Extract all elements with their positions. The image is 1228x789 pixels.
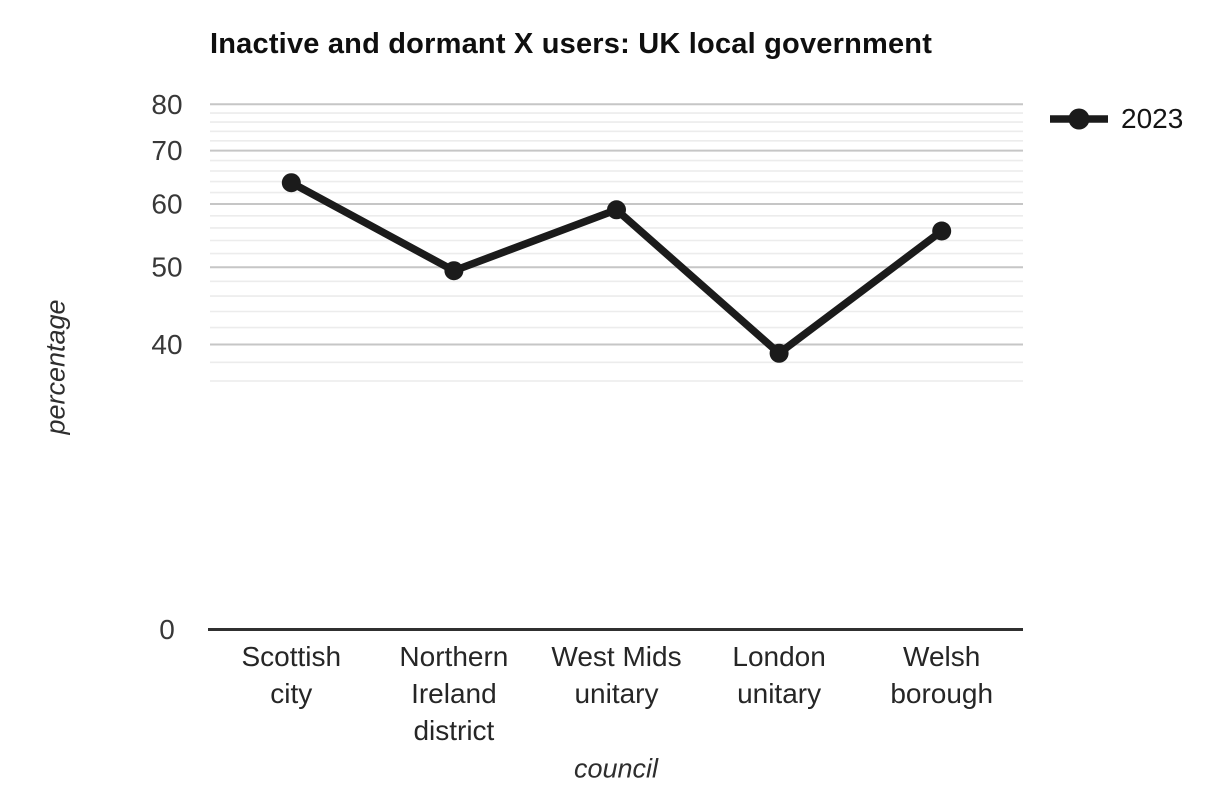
data-point	[607, 200, 626, 220]
x-category-label: Ireland	[411, 678, 497, 709]
x-category-label: West Mids	[551, 641, 681, 672]
legend-line-marker-icon	[1050, 108, 1108, 130]
data-point	[281, 173, 301, 193]
x-category-label: Northern	[399, 641, 508, 672]
data-point	[444, 261, 464, 281]
chart-title: Inactive and dormant X users: UK local g…	[210, 28, 933, 60]
x-category-label: unitary	[737, 678, 821, 709]
legend-label-2023: 2023	[1121, 103, 1184, 134]
y-tick-label: 50	[151, 252, 182, 283]
x-category-label: city	[270, 678, 312, 709]
y-tick-label: 80	[151, 89, 182, 120]
y-tick-label: 60	[151, 189, 182, 220]
x-category-label: district	[413, 715, 494, 746]
data-point	[932, 221, 952, 241]
x-category-label: unitary	[574, 678, 658, 709]
x-category-label: borough	[890, 678, 993, 709]
x-category-label: Welsh	[903, 641, 980, 672]
data-point	[769, 343, 789, 363]
y-tick-label: 40	[151, 329, 182, 360]
x-axis-title: council	[573, 753, 659, 784]
y-tick-label: 0	[159, 614, 175, 645]
x-category-label: London	[732, 641, 825, 672]
legend: 2023	[1048, 103, 1183, 135]
y-tick-label: 70	[151, 135, 182, 166]
x-category-label: Scottish	[241, 641, 341, 672]
